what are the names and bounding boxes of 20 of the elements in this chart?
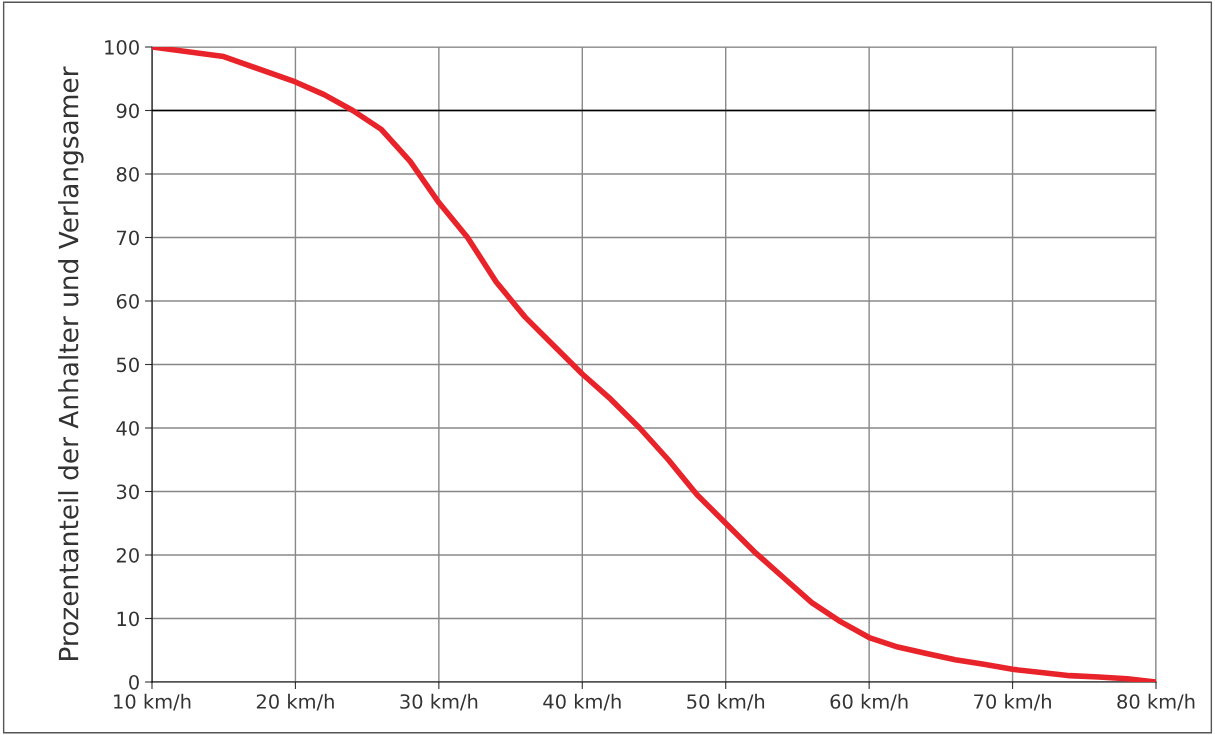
y-tick-label: 60 (116, 293, 139, 309)
y-axis-title: Prozentanteil der Anhalter und Verlangsamer (58, 66, 84, 660)
x-tick-label: 50 km/h (687, 693, 765, 711)
y-tick-label: 90 (116, 103, 139, 119)
y-tick-label: 10 (117, 611, 139, 627)
y-tick-label: 20 (116, 547, 139, 563)
x-tick-label: 20 km/h (256, 693, 334, 711)
x-tick-label: 10 km/h (114, 693, 191, 711)
y-tick-label: 100 (105, 39, 139, 55)
y-tick-label: 50 (116, 357, 139, 373)
y-tick-label: 40 (116, 420, 139, 436)
x-tick-label: 70 km/h (974, 693, 1051, 711)
y-tick-label: 0 (129, 674, 139, 690)
y-tick-label: 80 (116, 166, 139, 182)
x-tick-label: 30 km/h (400, 693, 478, 711)
y-tick-label: 70 (117, 230, 139, 246)
x-tick-label: 80 km/h (1117, 693, 1195, 711)
x-tick-label: 60 km/h (830, 693, 908, 711)
x-tick-label: 40 km/h (543, 693, 621, 711)
y-tick-label: 30 (116, 484, 139, 500)
